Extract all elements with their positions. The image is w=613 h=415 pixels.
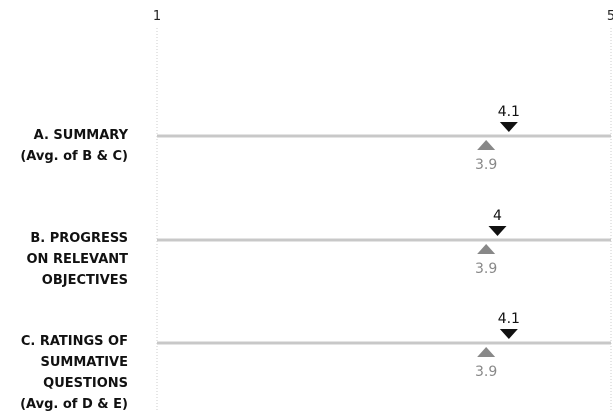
category-label-line: QUESTIONS bbox=[43, 376, 128, 391]
series-1-data-label: 4 bbox=[493, 208, 502, 224]
series-2-data-label: 3.9 bbox=[475, 364, 497, 380]
x-tick-label: 1 bbox=[153, 9, 161, 24]
series-1-data-label: 4.1 bbox=[498, 104, 520, 120]
series-2-data-label: 3.9 bbox=[475, 157, 497, 173]
category-label-line: (Avg. of B & C) bbox=[20, 149, 128, 164]
category-label-line: SUMMATIVE bbox=[40, 355, 129, 370]
series-1-marker bbox=[499, 329, 518, 339]
x-tick-label: 5 bbox=[607, 9, 613, 24]
series-1-marker bbox=[499, 122, 518, 132]
series-2-marker bbox=[477, 140, 496, 150]
category-label-line: (Avg. of D & E) bbox=[20, 397, 128, 412]
category-label-line: A. SUMMARY bbox=[33, 128, 128, 143]
category-label-line: B. PROGRESS bbox=[30, 231, 128, 246]
category-label-line: ON RELEVANT bbox=[26, 252, 129, 267]
category-label: C. RATINGS OF SUMMATIVE QUESTIONS (Avg. of … bbox=[0, 331, 128, 415]
category-label-line: OBJECTIVES bbox=[41, 273, 128, 288]
series-2-marker bbox=[477, 347, 496, 357]
series-1-marker bbox=[488, 226, 507, 236]
category-label-line: C. RATINGS OF bbox=[20, 334, 128, 349]
series-2-data-label: 3.9 bbox=[475, 261, 497, 277]
category-label: A. SUMMARY (Avg. of B & C) bbox=[0, 125, 128, 167]
series-1-data-label: 4.1 bbox=[498, 311, 520, 327]
category-label: B. PROGRESS ON RELEVANT OBJECTIVES bbox=[0, 228, 129, 291]
series-2-marker bbox=[477, 244, 496, 254]
